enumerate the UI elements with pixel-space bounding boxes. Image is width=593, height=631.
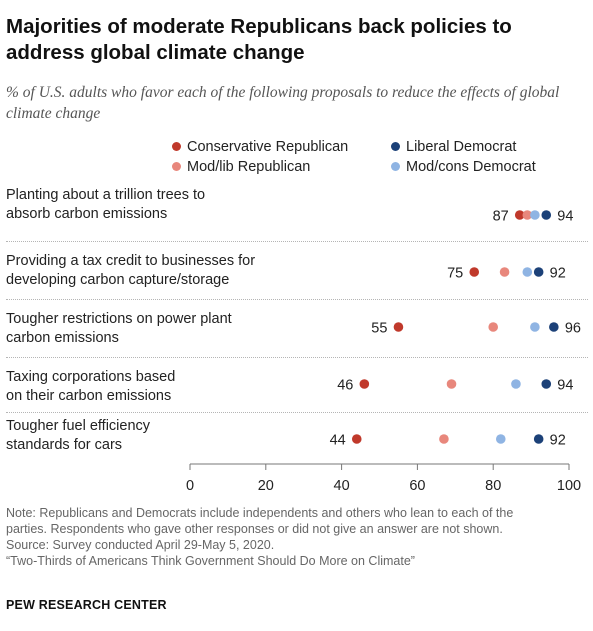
legend-item-conservative-republican: Conservative Republican bbox=[172, 138, 348, 156]
data-point bbox=[469, 267, 480, 277]
note-line: parties. Respondents who gave other resp… bbox=[6, 522, 503, 536]
legend-marker bbox=[391, 162, 400, 171]
legend-item-modcons-democrat: Mod/cons Democrat bbox=[391, 158, 536, 176]
row-label-power-plant: Tougher restrictions on power plant carbo… bbox=[6, 311, 232, 346]
x-tick-label: 40 bbox=[334, 478, 350, 494]
row-label-corporate-tax: Taxing corporations based on their carbon… bbox=[6, 369, 176, 404]
legend-marker bbox=[172, 142, 181, 151]
data-point bbox=[499, 267, 510, 277]
data-label: 75 bbox=[447, 266, 463, 282]
data-label: 96 bbox=[565, 321, 581, 337]
data-point bbox=[533, 267, 544, 277]
data-point bbox=[522, 267, 533, 277]
legend-item-modlib-republican: Mod/lib Republican bbox=[172, 158, 310, 176]
x-tick-label: 0 bbox=[186, 478, 194, 494]
chart-subtitle: % of U.S. adults who favor each of the f… bbox=[6, 84, 560, 122]
data-point bbox=[446, 379, 457, 389]
data-label: 46 bbox=[337, 378, 353, 394]
x-tick-label: 80 bbox=[485, 478, 501, 494]
source-line: Source: Survey conducted April 29-May 5,… bbox=[6, 538, 275, 552]
row-label-tax-credit: Providing a tax credit to businesses for… bbox=[6, 253, 256, 288]
legend-label: Mod/lib Republican bbox=[187, 159, 311, 175]
dot-plot: 0 20 40 60 80 100 87 75 55 46 44 94 92 96 94 92 bbox=[186, 209, 581, 495]
data-point bbox=[541, 210, 552, 220]
note-line: Note: Republicans and Democrats include … bbox=[6, 506, 514, 520]
legend-label: Liberal Democrat bbox=[406, 139, 517, 155]
row-divider bbox=[6, 241, 588, 242]
data-label: 94 bbox=[557, 209, 573, 225]
data-point bbox=[530, 210, 540, 220]
data-point bbox=[541, 379, 552, 389]
data-label: 87 bbox=[493, 209, 509, 225]
data-point bbox=[511, 379, 521, 389]
x-tick-label: 20 bbox=[258, 478, 274, 494]
data-point bbox=[549, 322, 559, 332]
chart-note: Note: Republicans and Democrats include … bbox=[6, 505, 588, 569]
report-title: “Two-Thirds of Americans Think Governmen… bbox=[6, 554, 415, 568]
legend-label: Conservative Republican bbox=[187, 139, 349, 155]
data-point bbox=[530, 322, 540, 332]
data-point bbox=[522, 210, 533, 220]
legend-item-liberal-democrat: Liberal Democrat bbox=[391, 138, 516, 156]
x-tick-label: 100 bbox=[557, 478, 581, 494]
data-point bbox=[359, 379, 370, 389]
data-label: 55 bbox=[371, 321, 387, 337]
legend-label: Mod/cons Democrat bbox=[406, 159, 536, 175]
row-divider bbox=[6, 412, 588, 413]
data-point bbox=[393, 322, 404, 332]
publisher-logo-text: PEW RESEARCH CENTER bbox=[6, 598, 167, 612]
data-label: 94 bbox=[557, 378, 573, 394]
row-label-trees: Planting about a trillion trees to absorb… bbox=[6, 187, 206, 222]
data-point bbox=[351, 434, 362, 444]
row-divider bbox=[6, 357, 588, 358]
x-tick-label: 60 bbox=[409, 478, 425, 494]
row-label-fuel-efficiency: Tougher fuel efficiency standards for car… bbox=[6, 418, 151, 453]
data-point bbox=[514, 210, 525, 220]
data-label: 92 bbox=[550, 266, 566, 282]
data-point bbox=[533, 434, 544, 444]
data-point bbox=[495, 434, 506, 444]
data-label: 44 bbox=[330, 433, 346, 449]
row-divider bbox=[6, 299, 588, 300]
data-point bbox=[439, 434, 449, 444]
data-point bbox=[488, 322, 499, 332]
legend-marker bbox=[391, 142, 400, 151]
chart-title: Majorities of moderate Republicans back … bbox=[6, 15, 512, 64]
legend-marker bbox=[172, 162, 181, 171]
data-label: 92 bbox=[550, 433, 566, 449]
